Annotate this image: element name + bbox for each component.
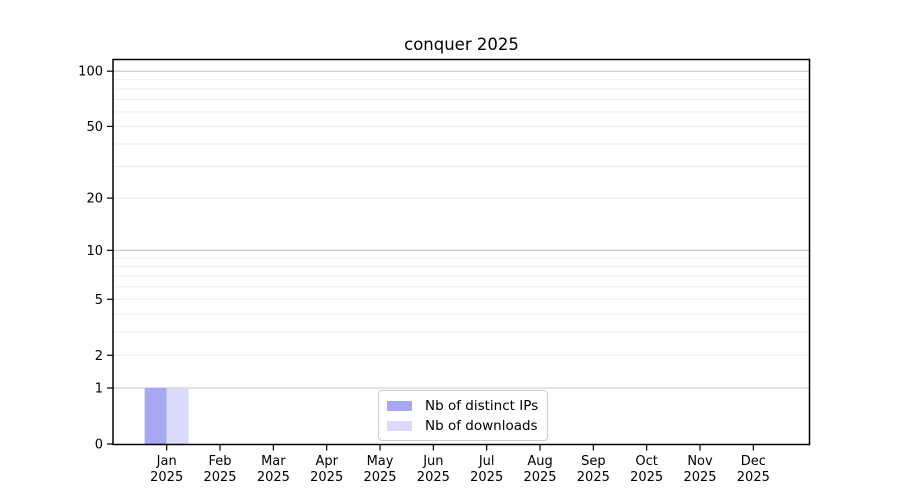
x-tick-label-nov: Nov 2025	[683, 454, 716, 485]
y-tick-label-0: 0	[95, 438, 103, 453]
legend-label: Nb of distinct IPs	[425, 397, 539, 414]
y-tick-label-1: 1	[95, 382, 103, 397]
legend-swatch-icon	[387, 400, 412, 411]
x-tick-label-jan: Jan 2025	[150, 454, 183, 485]
y-tick-label-2: 2	[95, 349, 103, 364]
x-tick-label-jun: Jun 2025	[417, 454, 450, 485]
x-tick-label-oct: Oct 2025	[630, 454, 663, 485]
legend: Nb of distinct IPs Nb of downloads	[378, 390, 549, 441]
y-tick-label-10: 10	[86, 244, 103, 259]
chart-title: conquer 2025	[404, 35, 519, 54]
x-tick-label-dec: Dec 2025	[737, 454, 770, 485]
y-tick-label-5: 5	[95, 293, 103, 308]
y-tick-label-100: 100	[78, 65, 103, 80]
legend-row: Nb of distinct IPs	[387, 397, 539, 414]
bar-nb-of-downloads-jan	[166, 388, 189, 445]
x-tick-label-sep: Sep 2025	[577, 454, 610, 485]
x-tick-label-aug: Aug 2025	[523, 454, 556, 485]
x-tick-label-jul: Jul 2025	[470, 454, 503, 485]
x-tick-label-may: May 2025	[363, 454, 396, 485]
x-tick-label-apr: Apr 2025	[310, 454, 343, 485]
x-tick-label-mar: Mar 2025	[257, 454, 290, 485]
legend-row: Nb of downloads	[387, 417, 538, 434]
x-tick-label-feb: Feb 2025	[203, 454, 236, 485]
y-tick-label-50: 50	[86, 120, 103, 135]
y-tick-label-20: 20	[86, 192, 103, 207]
legend-swatch-icon	[387, 420, 412, 431]
bar-nb-of-distinct-ips-jan	[144, 388, 167, 445]
legend-label: Nb of downloads	[425, 417, 538, 434]
